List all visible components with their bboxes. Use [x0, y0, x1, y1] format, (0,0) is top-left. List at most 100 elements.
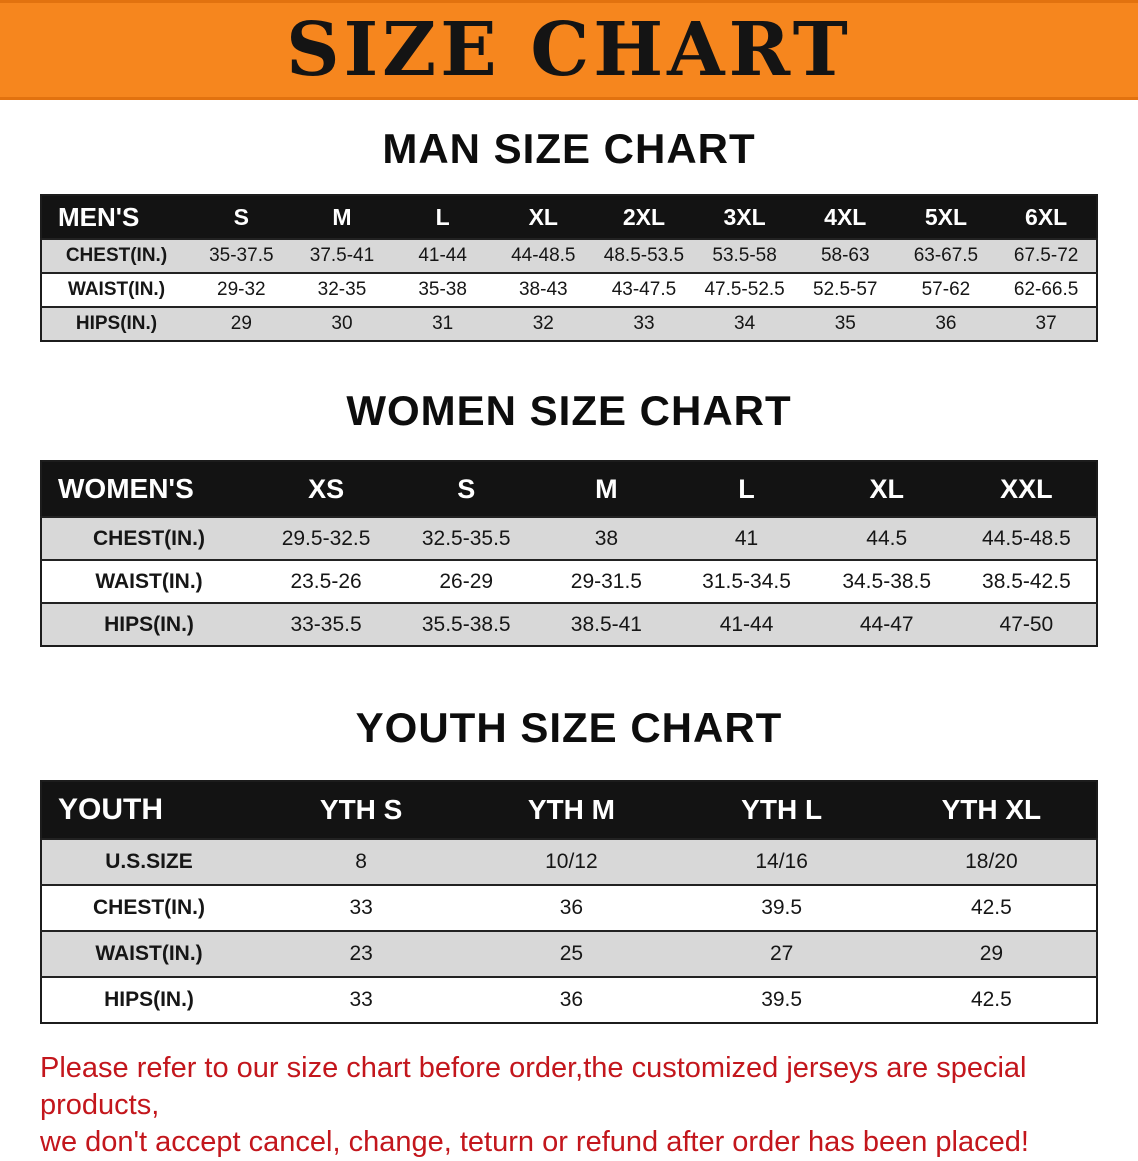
size-value-cell: 31.5-34.5: [676, 559, 817, 604]
measurement-row-label: HIPS(IN.): [41, 602, 256, 647]
women-size-table: WOMEN'S XS S M L XL XXL CHEST(IN.) 29.5-32.5 32.5…: [40, 460, 1098, 648]
size-value-cell: 8: [256, 837, 467, 885]
size-value-cell: 38: [536, 516, 677, 561]
size-value-cell: 43-47.5: [593, 272, 695, 308]
size-value-cell: 48.5-53.5: [593, 238, 695, 274]
size-value-cell: 10/12: [466, 837, 677, 885]
footer-notice: Please refer to our size chart before or…: [0, 1050, 1138, 1161]
size-column-header: 6XL: [996, 195, 1097, 240]
size-value-cell: 33: [593, 306, 695, 342]
size-value-cell: 33: [256, 883, 467, 931]
size-value-cell: 41: [676, 516, 817, 561]
size-value-cell: 67.5-72: [996, 238, 1097, 274]
measurement-row-label: WAIST(IN.): [41, 929, 256, 977]
table-corner-label: YOUTH: [41, 780, 256, 839]
table-row: CHEST(IN.) 35-37.5 37.5-41 41-44 44-48.5 48.5…: [41, 238, 1097, 274]
size-value-cell: 47.5-52.5: [694, 272, 795, 308]
size-value-cell: 58-63: [794, 238, 896, 274]
banner-title: SIZE CHART: [286, 7, 852, 93]
size-column-header: 5XL: [895, 195, 997, 240]
size-value-cell: 35.5-38.5: [396, 602, 537, 647]
size-column-header: S: [396, 461, 537, 518]
table-corner-label: MEN'S: [41, 195, 191, 240]
size-value-cell: 33: [256, 975, 467, 1023]
size-value-cell: 33-35.5: [256, 602, 397, 647]
men-section: MAN SIZE CHART MEN'S S M L XL 2XL 3XL 4XL 5XL 6XL…: [0, 125, 1138, 343]
size-value-cell: 36: [466, 975, 677, 1023]
size-value-cell: 44-48.5: [492, 238, 594, 274]
size-column-header: M: [291, 195, 393, 240]
size-column-header: YTH M: [466, 780, 677, 839]
measurement-row-label: CHEST(IN.): [41, 516, 256, 561]
size-value-cell: 23.5-26: [256, 559, 397, 604]
size-column-header: XL: [816, 461, 957, 518]
size-column-header: 4XL: [794, 195, 896, 240]
youth-section-heading: YOUTH SIZE CHART: [355, 704, 783, 752]
men-section-heading: MAN SIZE CHART: [382, 125, 756, 172]
table-row: WAIST(IN.) 23 25 27 29: [41, 929, 1097, 977]
size-value-cell: 42.5: [886, 975, 1097, 1023]
size-column-header: YTH S: [256, 780, 467, 839]
table-row: HIPS(IN.) 29 30 31 32 33 34 35 36 37: [41, 306, 1097, 342]
size-value-cell: 29.5-32.5: [256, 516, 397, 561]
size-column-header: L: [676, 461, 817, 518]
size-column-header: M: [536, 461, 677, 518]
men-size-table: MEN'S S M L XL 2XL 3XL 4XL 5XL 6XL CHEST(IN.) 35-37…: [40, 194, 1098, 343]
size-value-cell: 62-66.5: [996, 272, 1097, 308]
size-chart-banner: SIZE CHART: [0, 0, 1138, 100]
size-value-cell: 39.5: [676, 975, 887, 1023]
size-value-cell: 52.5-57: [794, 272, 896, 308]
table-row: CHEST(IN.) 33 36 39.5 42.5: [41, 883, 1097, 931]
size-column-header: XXL: [956, 461, 1097, 518]
size-value-cell: 44.5: [816, 516, 957, 561]
size-value-cell: 35-37.5: [191, 238, 292, 274]
size-value-cell: 57-62: [895, 272, 997, 308]
size-value-cell: 34: [694, 306, 795, 342]
size-value-cell: 27: [676, 929, 887, 977]
youth-size-table: YOUTH YTH S YTH M YTH L YTH XL U.S.SIZE 8 10/12…: [40, 779, 1098, 1024]
size-value-cell: 29-32: [191, 272, 292, 308]
size-value-cell: 34.5-38.5: [816, 559, 957, 604]
table-row: HIPS(IN.) 33 36 39.5 42.5: [41, 975, 1097, 1023]
size-value-cell: 44.5-48.5: [956, 516, 1097, 561]
size-value-cell: 32-35: [291, 272, 393, 308]
table-row: WAIST(IN.) 23.5-26 26-29 29-31.5 31.5-34.5 34…: [41, 559, 1097, 604]
table-row: WAIST(IN.) 29-32 32-35 35-38 38-43 43-47.5 47.…: [41, 272, 1097, 308]
footer-notice-line-1: Please refer to our size chart before or…: [40, 1051, 1027, 1121]
size-value-cell: 29-31.5: [536, 559, 677, 604]
measurement-row-label: WAIST(IN.): [41, 559, 256, 604]
size-value-cell: 32: [492, 306, 594, 342]
measurement-row-label: CHEST(IN.): [41, 238, 191, 274]
women-section-heading: WOMEN SIZE CHART: [346, 387, 792, 435]
size-value-cell: 38-43: [492, 272, 594, 308]
size-column-header: YTH XL: [886, 780, 1097, 839]
measurement-row-label: CHEST(IN.): [41, 883, 256, 931]
size-value-cell: 26-29: [396, 559, 537, 604]
size-value-cell: 36: [466, 883, 677, 931]
size-value-cell: 29: [191, 306, 292, 342]
size-value-cell: 44-47: [816, 602, 957, 647]
measurement-row-label: U.S.SIZE: [41, 837, 256, 885]
size-value-cell: 29: [886, 929, 1097, 977]
youth-section: YOUTH SIZE CHART YOUTH YTH S YTH M YTH L YTH…: [0, 704, 1138, 1024]
size-value-cell: 32.5-35.5: [396, 516, 537, 561]
size-value-cell: 25: [466, 929, 677, 977]
size-value-cell: 35-38: [392, 272, 493, 308]
table-row: HIPS(IN.) 33-35.5 35.5-38.5 38.5-41 41-44 44-…: [41, 602, 1097, 647]
women-section: WOMEN SIZE CHART WOMEN'S XS S M L XL XXL CHEST(…: [0, 387, 1138, 648]
size-value-cell: 18/20: [886, 837, 1097, 885]
size-column-header: 2XL: [593, 195, 695, 240]
size-value-cell: 35: [794, 306, 896, 342]
size-value-cell: 30: [291, 306, 393, 342]
measurement-row-label: WAIST(IN.): [41, 272, 191, 308]
size-value-cell: 38.5-42.5: [956, 559, 1097, 604]
size-value-cell: 23: [256, 929, 467, 977]
size-value-cell: 37.5-41: [291, 238, 393, 274]
size-value-cell: 38.5-41: [536, 602, 677, 647]
size-value-cell: 42.5: [886, 883, 1097, 931]
table-row: CHEST(IN.) 29.5-32.5 32.5-35.5 38 41 44.5 44.5…: [41, 516, 1097, 561]
table-corner-label: WOMEN'S: [41, 461, 256, 518]
measurement-row-label: HIPS(IN.): [41, 975, 256, 1023]
size-value-cell: 37: [996, 306, 1097, 342]
size-value-cell: 63-67.5: [895, 238, 997, 274]
